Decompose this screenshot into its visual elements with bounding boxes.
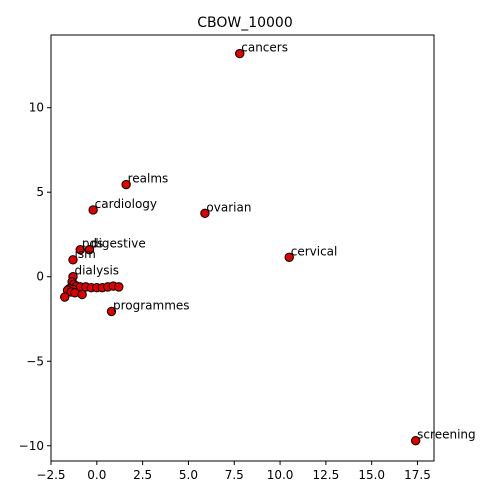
x-tick-label: 10.0 bbox=[267, 468, 294, 482]
point-label: digestive bbox=[91, 237, 146, 251]
data-point bbox=[106, 306, 117, 317]
x-tick-label: 17.5 bbox=[404, 468, 431, 482]
axis-ticks: −2.5 0.0 2.5 5.0 7.5 10.0 12.5 15.0 17.5 −10 −5 0 5 1… bbox=[19, 101, 431, 482]
x-tick-label: 2.5 bbox=[133, 468, 152, 482]
x-tick-label: 0.0 bbox=[87, 468, 106, 482]
y-tick-label: −5 bbox=[26, 354, 44, 368]
data-points bbox=[60, 48, 421, 446]
x-tick-label: 5.0 bbox=[179, 468, 198, 482]
y-tick-label: −10 bbox=[19, 439, 44, 453]
data-point bbox=[60, 292, 70, 302]
point-label: realms bbox=[128, 172, 169, 186]
y-tick-label: 0 bbox=[36, 270, 44, 284]
y-tick-label: 10 bbox=[29, 101, 44, 115]
point-label: ovarian bbox=[206, 200, 251, 214]
data-point bbox=[114, 282, 124, 292]
point-label: cardiology bbox=[95, 197, 157, 211]
point-label: screening bbox=[417, 428, 475, 442]
data-point bbox=[121, 179, 131, 190]
data-point bbox=[88, 205, 98, 215]
point-label: dialysis bbox=[74, 264, 119, 278]
x-tick-label: 12.5 bbox=[313, 468, 340, 482]
point-label: cancers bbox=[241, 41, 288, 55]
point-label: ism bbox=[74, 247, 95, 261]
point-label: cervical bbox=[291, 244, 338, 258]
x-tick-label: −2.5 bbox=[36, 468, 65, 482]
data-point bbox=[284, 252, 294, 262]
data-point bbox=[68, 255, 78, 265]
point-label: pds bbox=[82, 237, 104, 251]
plot-frame bbox=[50, 34, 435, 462]
chart-title: CBOW_10000 bbox=[197, 15, 293, 31]
data-point bbox=[77, 289, 87, 300]
x-tick-label: 15.0 bbox=[358, 468, 385, 482]
x-tick-label: 7.5 bbox=[225, 468, 244, 482]
data-point bbox=[410, 436, 421, 446]
y-tick-label: 5 bbox=[36, 185, 44, 199]
data-point bbox=[75, 244, 86, 255]
data-point bbox=[200, 208, 210, 219]
data-point bbox=[235, 48, 245, 59]
data-point bbox=[84, 244, 95, 255]
point-label: programmes bbox=[113, 298, 190, 312]
